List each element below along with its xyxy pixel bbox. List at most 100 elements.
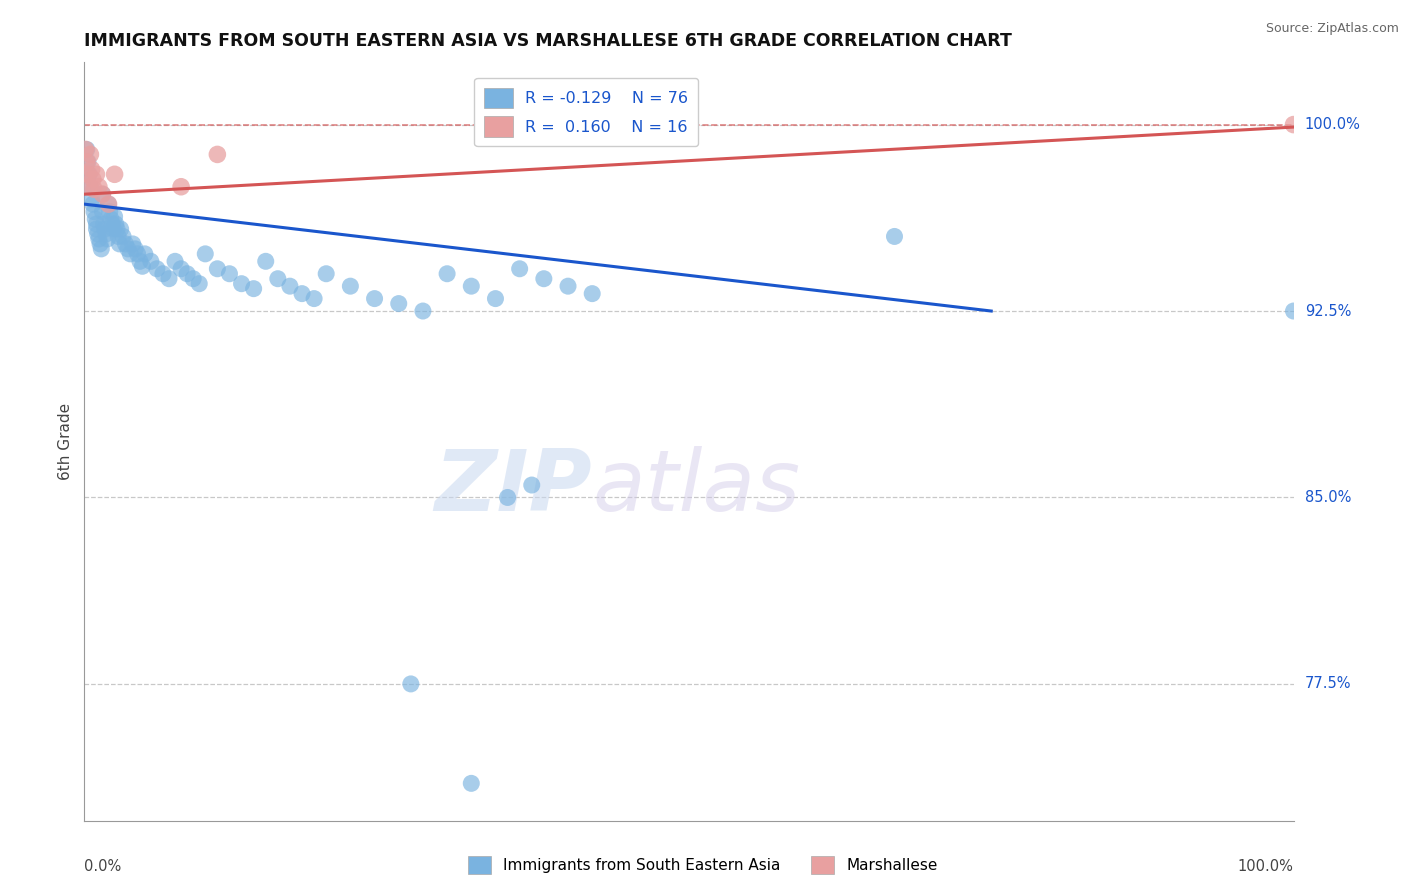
Point [100,212,122,227]
Point [96,232,118,246]
Point [278,279,301,293]
Point [165,254,187,268]
Point [581,286,603,301]
Point [1282,118,1305,132]
Text: atlas: atlas [592,445,800,529]
Point [557,279,579,293]
Point [79,147,101,161]
Point [91,204,114,219]
Point [176,267,198,281]
Point [86,167,108,181]
Point [188,277,211,291]
Point [124,242,146,256]
Text: 77.5%: 77.5% [1305,676,1351,691]
Point [117,242,139,256]
Point [134,247,156,261]
Point [86,222,108,236]
Point [157,271,180,285]
Point [94,227,117,241]
Point [108,236,131,251]
Text: Source: ZipAtlas.com: Source: ZipAtlas.com [1265,22,1399,36]
Point [97,197,120,211]
Point [460,279,482,293]
Point [533,271,555,285]
Point [80,162,103,177]
Text: 100.0%: 100.0% [1305,117,1361,132]
Legend: Immigrants from South Eastern Asia, Marshallese: Immigrants from South Eastern Asia, Mars… [463,850,943,880]
Text: 85.0%: 85.0% [1305,490,1351,505]
Point [146,261,169,276]
Text: ZIP: ZIP [434,445,592,529]
Point [82,172,104,186]
Point [105,222,128,236]
Y-axis label: 6th Grade: 6th Grade [58,403,73,480]
Point [267,271,290,285]
Point [87,179,110,194]
Point [93,217,115,231]
Point [120,247,142,261]
Point [75,143,97,157]
Point [121,236,143,251]
Point [207,147,229,161]
Point [242,282,264,296]
Point [170,261,193,276]
Point [181,271,204,285]
Point [139,254,162,268]
Text: 92.5%: 92.5% [1305,303,1351,318]
Point [101,217,124,231]
Point [77,154,100,169]
Point [883,229,905,244]
Point [76,143,98,157]
Point [91,187,114,202]
Point [207,261,229,276]
Text: 0.0%: 0.0% [84,858,121,873]
Point [107,229,129,244]
Point [231,277,253,291]
Point [97,197,120,211]
Point [90,242,112,256]
Point [84,212,107,227]
Point [104,210,127,224]
Point [460,776,482,790]
Point [114,236,136,251]
Point [82,197,104,211]
Point [339,279,361,293]
Point [170,179,193,194]
Text: IMMIGRANTS FROM SOUTH EASTERN ASIA VS MARSHALLESE 6TH GRADE CORRELATION CHART: IMMIGRANTS FROM SOUTH EASTERN ASIA VS MA… [84,32,1012,50]
Point [484,292,506,306]
Point [86,217,108,231]
Point [83,204,105,219]
Point [152,267,174,281]
Point [77,167,100,181]
Point [218,267,240,281]
Point [388,296,411,310]
Point [509,261,531,276]
Point [77,167,100,181]
Point [412,304,434,318]
Point [91,187,114,202]
Point [302,292,325,306]
Point [103,222,125,236]
Point [436,267,458,281]
Point [129,254,152,268]
Point [363,292,385,306]
Point [520,478,543,492]
Point [110,222,132,236]
Point [80,192,103,206]
Point [98,204,121,219]
Point [1282,304,1305,318]
Point [89,236,111,251]
Point [79,179,101,194]
Point [131,260,153,274]
Point [291,286,314,301]
Text: 100.0%: 100.0% [1237,858,1294,873]
Point [112,229,135,244]
Point [194,247,217,261]
Point [127,247,149,261]
Point [315,267,337,281]
Point [104,217,127,231]
Point [104,167,127,181]
Point [94,222,117,236]
Point [254,254,277,268]
Point [496,491,519,505]
